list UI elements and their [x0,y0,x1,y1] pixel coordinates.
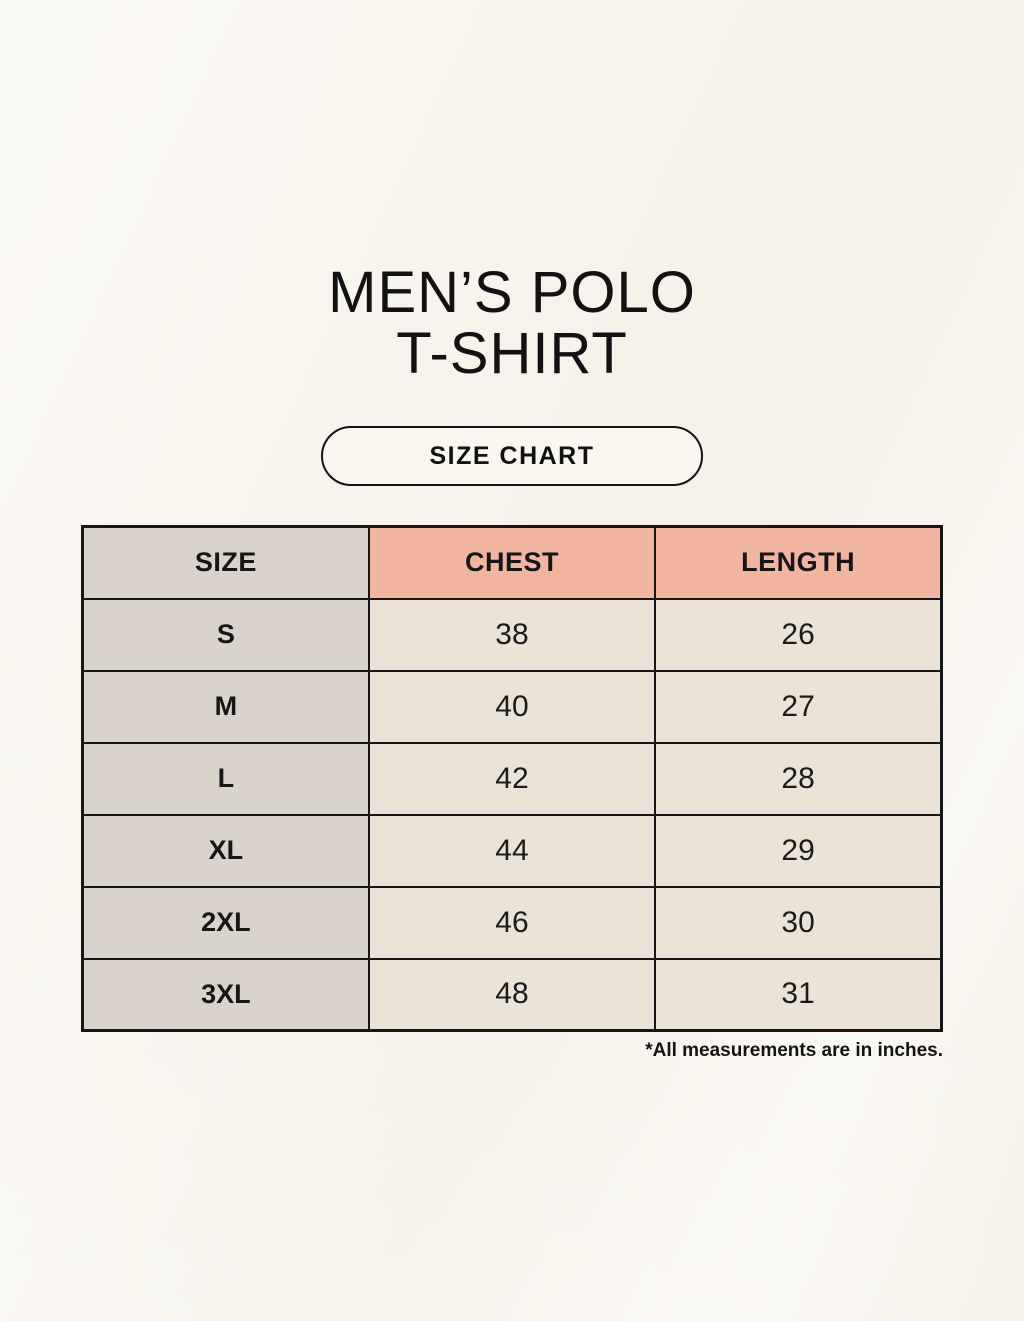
size-label: XL [81,813,370,888]
column-header-length: LENGTH [654,525,943,600]
table-row: XL 44 29 [81,813,943,888]
table-header-row: SIZE CHEST LENGTH [81,525,943,600]
size-table: SIZE CHEST LENGTH S 38 26 M 40 27 L [81,525,943,1032]
product-title-line2: T-SHIRT [396,321,628,386]
length-value: 29 [654,813,943,888]
table-row: 3XL 48 31 [81,957,943,1032]
size-table-container: SIZE CHEST LENGTH S 38 26 M 40 27 L [81,525,943,1032]
chest-value: 40 [367,669,657,744]
size-label: M [81,669,370,744]
column-header-size: SIZE [81,525,370,600]
chest-value: 44 [367,813,657,888]
size-chart-badge: SIZE CHART [321,426,703,486]
size-chart-badge-label: SIZE CHART [429,441,595,470]
chest-value: 38 [367,597,657,672]
chest-value: 46 [367,885,657,960]
length-value: 27 [654,669,943,744]
size-label: S [81,597,370,672]
chest-value: 42 [367,741,657,816]
measurements-note: *All measurements are in inches. [645,1040,943,1061]
chest-value: 48 [367,957,657,1032]
length-value: 26 [654,597,943,672]
product-title: MEN’S POLO T-SHIRT [0,262,1024,384]
column-header-chest: CHEST [367,525,657,600]
size-label: 2XL [81,885,370,960]
table-row: 2XL 46 30 [81,885,943,960]
size-label: L [81,741,370,816]
size-label: 3XL [81,957,370,1032]
table-row: S 38 26 [81,597,943,672]
product-title-line1: MEN’S POLO [328,260,696,325]
table-row: L 42 28 [81,741,943,816]
length-value: 28 [654,741,943,816]
table-row: M 40 27 [81,669,943,744]
length-value: 30 [654,885,943,960]
length-value: 31 [654,957,943,1032]
